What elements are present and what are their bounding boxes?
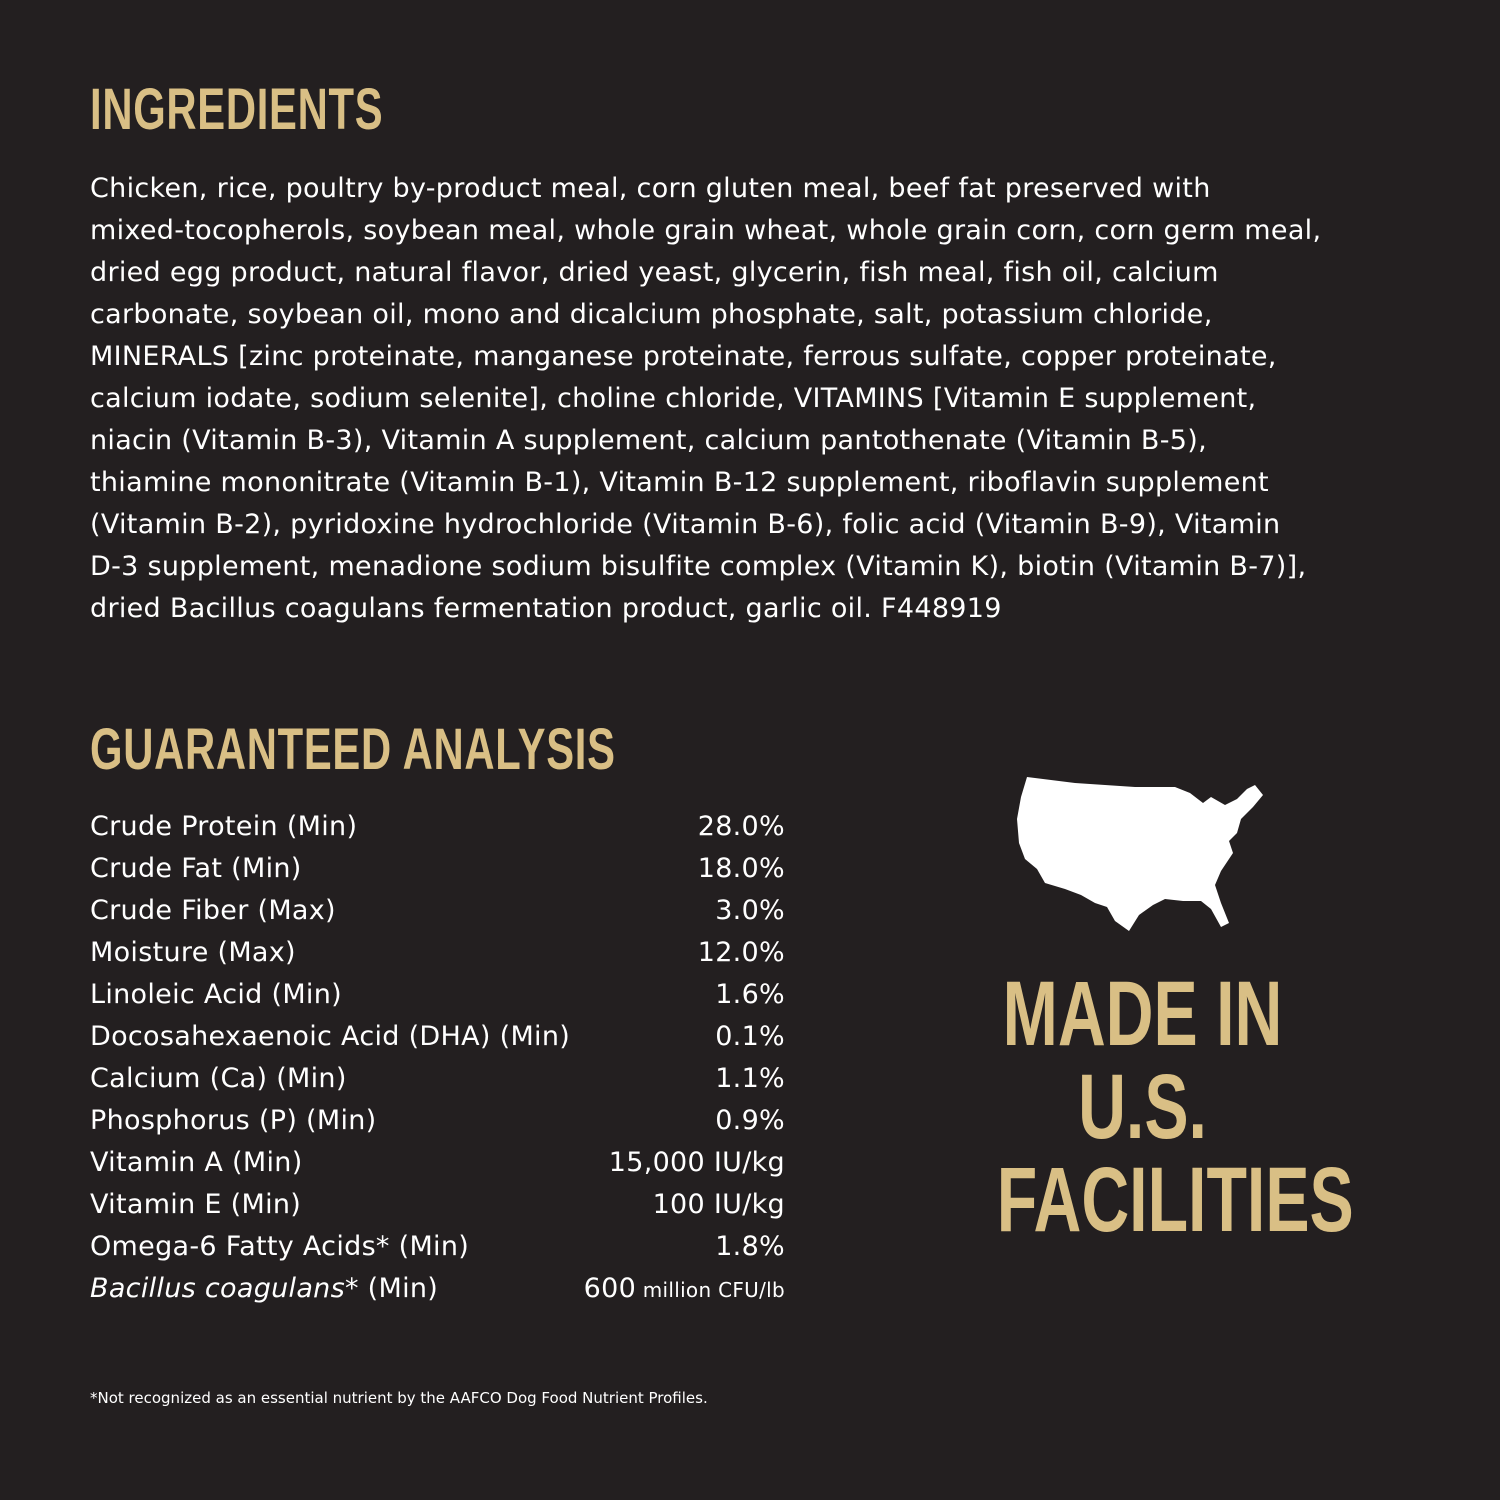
ingredients-line: (Vitamin B-2), pyridoxine hydrochloride … [90,509,1281,540]
nutrient-label: Crude Fat (Min) [90,853,302,884]
nutrient-label: Phosphorus (P) (Min) [90,1105,377,1136]
ingredients-line: niacin (Vitamin B-3), Vitamin A suppleme… [90,425,1207,456]
table-row: Phosphorus (P) (Min) 0.9% [90,1100,785,1142]
nutrient-value-unit: million CFU/lb [636,1278,785,1302]
nutrient-value: 1.8% [715,1231,785,1262]
ingredients-line: MINERALS [zinc proteinate, manganese pro… [90,341,1277,372]
table-row: Bacillus coagulans* (Min) 600 million CF… [90,1268,785,1310]
nutrient-label: Vitamin E (Min) [90,1189,302,1220]
usa-map-icon [1017,777,1263,931]
nutrient-value: 15,000 IU/kg [608,1147,785,1178]
nutrient-value: 1.6% [715,979,785,1010]
guaranteed-analysis-heading: GUARANTEED ANALYSIS [90,717,616,782]
nutrient-label: Vitamin A (Min) [90,1147,303,1178]
ingredients-line: dried Bacillus coagulans fermentation pr… [90,593,1002,624]
footnote: *Not recognized as an essential nutrient… [90,1389,708,1407]
table-row: Calcium (Ca) (Min) 1.1% [90,1058,785,1100]
nutrient-label: Moisture (Max) [90,937,296,968]
nutrient-label: Omega-6 Fatty Acids* (Min) [90,1231,470,1262]
nutrient-value: 0.1% [715,1021,785,1052]
nutrient-label: Crude Protein (Min) [90,811,358,842]
nutrient-value: 28.0% [697,811,785,842]
nutrient-label: Crude Fiber (Max) [90,895,336,926]
nutrient-label: Bacillus coagulans* (Min) [90,1268,438,1310]
ingredients-heading: INGREDIENTS [90,77,384,142]
table-row: Moisture (Max) 12.0% [90,932,785,974]
ingredients-line: Chicken, rice, poultry by-product meal, … [90,173,1211,204]
ingredients-line: D-3 supplement, menadione sodium bisulfi… [90,551,1307,582]
table-row: Crude Protein (Min) 28.0% [90,806,785,848]
nutrient-value: 1.1% [715,1063,785,1094]
ingredients-line: calcium iodate, sodium selenite], cholin… [90,383,1257,414]
ingredients-line: thiamine mononitrate (Vitamin B-1), Vita… [90,467,1269,498]
table-row: Vitamin A (Min) 15,000 IU/kg [90,1142,785,1184]
nutrient-value: 100 IU/kg [652,1189,785,1220]
made-in-us-badge: MADE IN U.S. FACILITIES [940,963,1354,1251]
nutrient-value: 12.0% [697,937,785,968]
analysis-table: Crude Protein (Min) 28.0% Crude Fat (Min)… [90,806,785,1310]
table-row: Omega-6 Fatty Acids* (Min) 1.8% [90,1226,785,1268]
nutrient-label: Linoleic Acid (Min) [90,979,342,1010]
nutrient-value: 0.9% [715,1105,785,1136]
ingredients-line: dried egg product, natural flavor, dried… [90,257,1219,288]
table-row: Vitamin E (Min) 100 IU/kg [90,1184,785,1226]
table-row: Crude Fat (Min) 18.0% [90,848,785,890]
nutrient-value: 600 million CFU/lb [584,1268,785,1310]
nutrient-label: Calcium (Ca) (Min) [90,1063,347,1094]
nutrient-value: 18.0% [697,853,785,884]
ingredients-line: mixed-tocopherols, soybean meal, whole g… [90,215,1322,246]
badge-line: MADE IN [1002,963,1283,1065]
ingredients-text: Chicken, rice, poultry by-product meal, … [90,168,1321,630]
badge-line: U.S. [1078,1056,1207,1158]
nutrient-label: Docosahexaenoic Acid (DHA) (Min) [90,1021,571,1052]
nutrient-label-italic: Bacillus coagulans [90,1273,345,1304]
table-row: Linoleic Acid (Min) 1.6% [90,974,785,1016]
nutrient-label-rest: * (Min) [344,1273,439,1304]
ingredients-line: carbonate, soybean oil, mono and dicalci… [90,299,1213,330]
badge-line: FACILITIES [996,1149,1354,1251]
table-row: Docosahexaenoic Acid (DHA) (Min) 0.1% [90,1016,785,1058]
nutrient-value-number: 600 [583,1273,637,1304]
table-row: Crude Fiber (Max) 3.0% [90,890,785,932]
nutrient-value: 3.0% [715,895,785,926]
